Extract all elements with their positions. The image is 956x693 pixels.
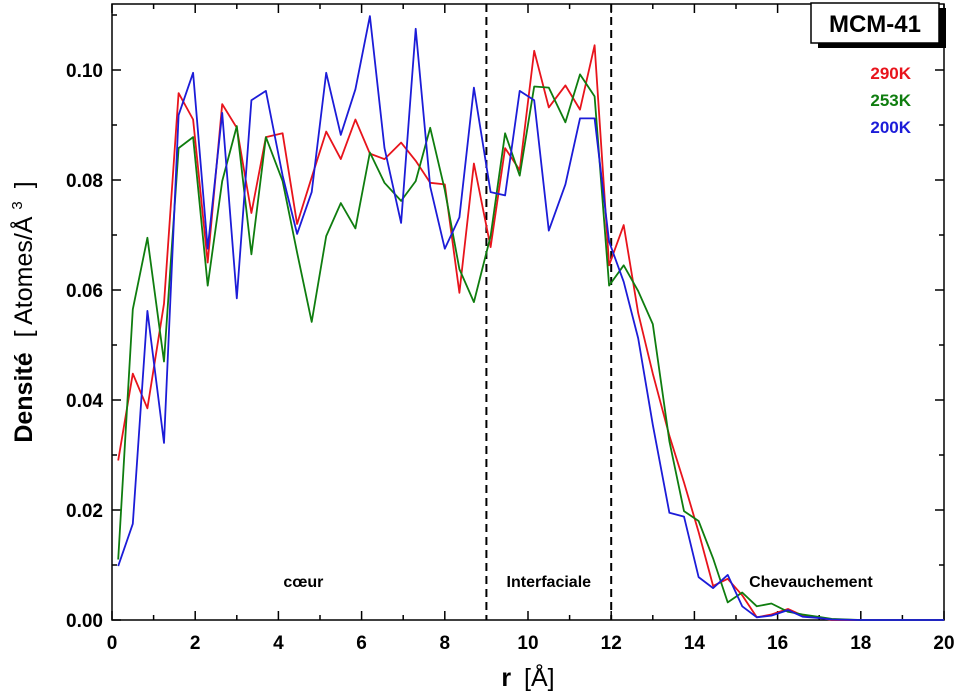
x-axis-title-main: r [501,664,511,692]
y-tick-label: 0.04 [66,391,103,412]
region-label: Chevauchement [749,574,873,591]
x-tick-label: 0 [107,633,118,654]
series-lines [117,15,944,621]
x-tick-label: 16 [767,633,788,654]
legend-entry-200K: 200K [870,118,911,137]
region-labels: cœur Interfaciale Chevauchement [283,574,873,591]
x-axis-title-unit: [Å] [524,662,555,692]
series-line-200K [117,15,944,621]
region-label: cœur [283,574,323,591]
x-tick-label: 14 [684,633,706,654]
y-tick-label: 0.10 [66,61,103,82]
y-tick-label: 0.00 [66,611,103,632]
y-axis-title-unit: [ Atomes/Å [8,216,38,337]
legend: 290K 253K 200K [870,64,911,137]
y-axis-title-sup: 3 [9,201,26,209]
x-tick-label: 10 [517,633,538,654]
tick-labels: 0 2 4 6 8 10 12 14 16 18 20 0.00 0.02 0.04 0.06 0.08 0.1… [66,61,955,654]
x-tick-label: 6 [356,633,367,654]
legend-entry-253K: 253K [870,91,911,110]
legend-entry-290K: 290K [870,64,911,83]
y-axis-title: Densité [ Atomes/Å 3 ] [0,181,38,442]
x-tick-label: 2 [190,633,201,654]
region-label: Interfaciale [507,574,592,591]
y-tick-label: 0.06 [66,281,103,302]
x-tick-label: 8 [440,633,451,654]
y-axis-title-main: Densité [10,352,38,442]
chart-title: MCM-41 [829,11,921,38]
x-tick-label: 4 [273,633,284,654]
x-tick-label: 18 [850,633,871,654]
x-axis-title: r [Å] [501,662,554,692]
x-tick-label: 12 [601,633,622,654]
y-tick-label: 0.02 [66,501,103,522]
series-line-290K [117,44,944,621]
x-tick-label: 20 [933,633,954,654]
chart-title-badge: MCM-41 [810,2,946,48]
y-tick-label: 0.08 [66,171,103,192]
y-axis-title-close: ] [10,181,38,188]
region-dividers [485,4,613,620]
